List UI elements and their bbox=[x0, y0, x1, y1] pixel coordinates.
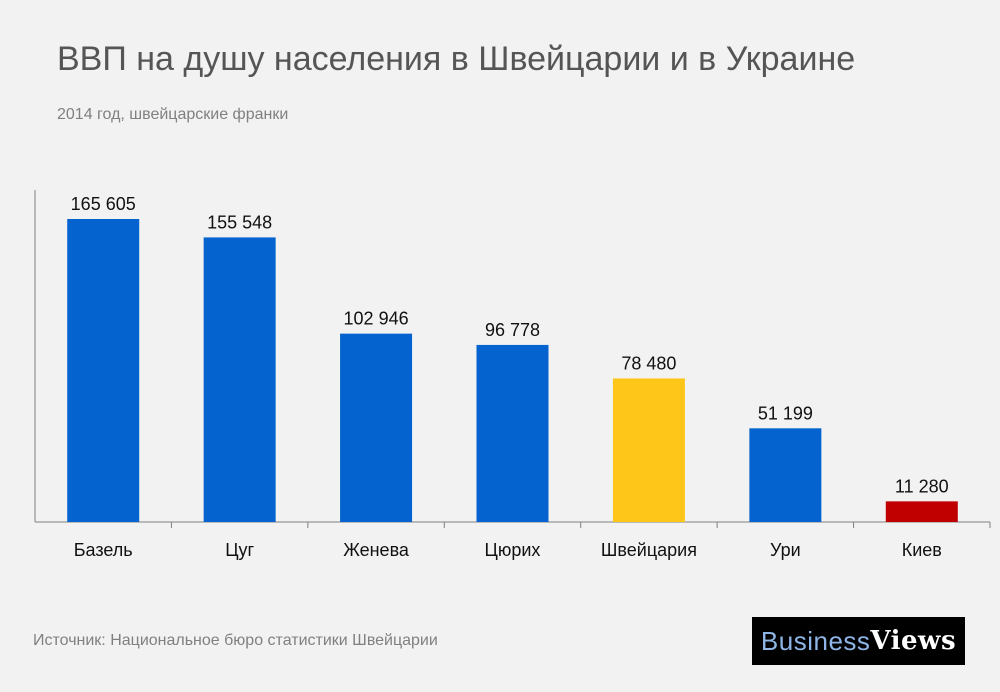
logo-text-business: Business bbox=[760, 625, 871, 656]
category-label: Швейцария bbox=[601, 540, 697, 560]
bar bbox=[885, 501, 958, 522]
bar bbox=[612, 378, 685, 522]
category-label: Цюрих bbox=[485, 540, 541, 560]
category-label: Женева bbox=[343, 540, 410, 560]
data-label: 165 605 bbox=[71, 194, 136, 214]
bar bbox=[476, 344, 549, 522]
data-label: 78 480 bbox=[621, 353, 676, 373]
bar bbox=[340, 333, 413, 522]
data-label: 11 280 bbox=[895, 476, 949, 496]
logo-text-views: Views bbox=[870, 626, 957, 656]
bar bbox=[203, 237, 276, 523]
category-label: Цуг bbox=[225, 540, 254, 560]
data-label: 96 778 bbox=[485, 320, 540, 340]
category-label: Базель bbox=[74, 540, 133, 560]
brand-logo: Business Views bbox=[752, 617, 965, 665]
category-label: Ури bbox=[770, 540, 801, 560]
data-label: 102 946 bbox=[344, 309, 409, 329]
data-label: 51 199 bbox=[758, 403, 813, 423]
chart-subtitle: 2014 год, швейцарские франки bbox=[57, 106, 289, 123]
chart-title: ВВП на душу населения в Швейцарии и в Ук… bbox=[57, 40, 856, 78]
source-note: Источник: Национальное бюро статистики Ш… bbox=[33, 632, 438, 649]
bar bbox=[67, 219, 140, 522]
bar-chart: 165 605 Базель 155 548 Цуг 102 946 Женева 96 7… bbox=[34, 190, 991, 560]
bar bbox=[749, 428, 822, 522]
category-label: Киев bbox=[902, 540, 942, 560]
data-label: 155 548 bbox=[207, 212, 272, 232]
